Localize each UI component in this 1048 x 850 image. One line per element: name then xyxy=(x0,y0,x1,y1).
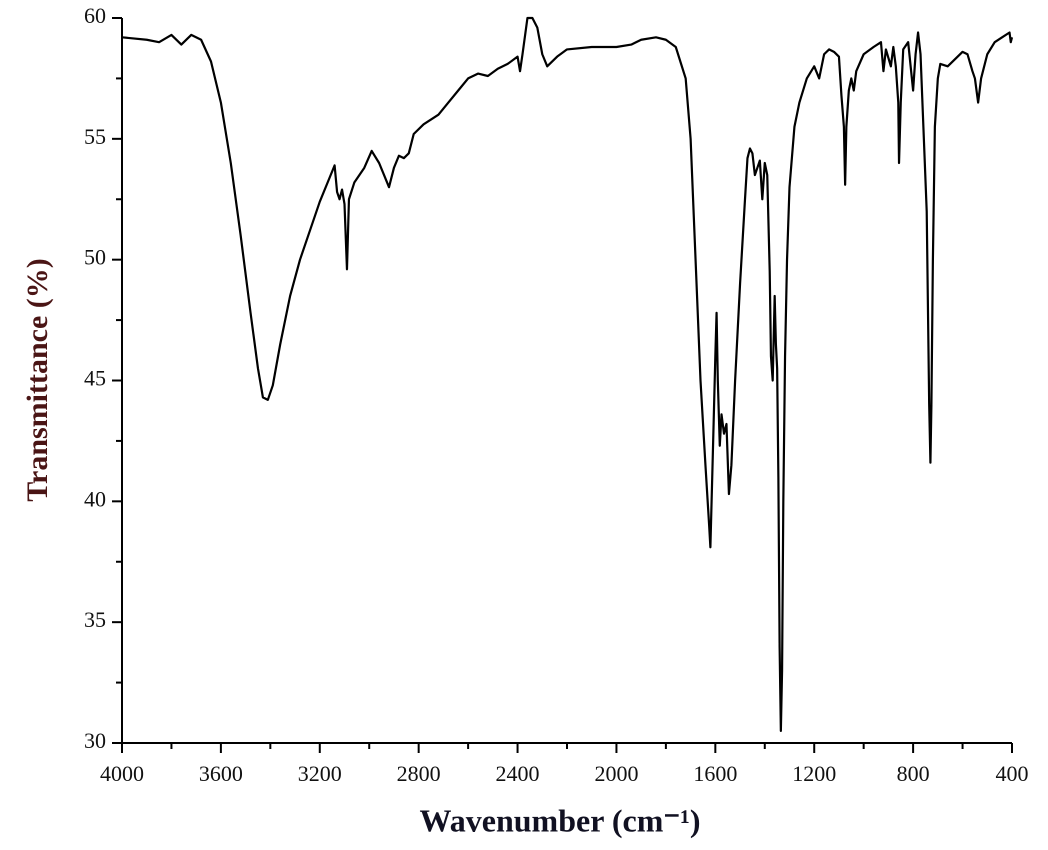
x-tick-label: 4000 xyxy=(100,761,144,786)
y-tick-label: 50 xyxy=(84,245,106,270)
x-tick-label: 2000 xyxy=(594,761,638,786)
x-tick-label: 2800 xyxy=(397,761,441,786)
x-tick-label: 800 xyxy=(897,761,930,786)
x-tick-label: 1200 xyxy=(792,761,836,786)
y-tick-label: 55 xyxy=(84,124,106,149)
x-tick-label: 400 xyxy=(996,761,1029,786)
spectrum-line xyxy=(121,16,1014,733)
y-tick-label: 45 xyxy=(84,366,106,391)
x-tick-label: 3200 xyxy=(298,761,342,786)
x-axis-label: Wavenumber (cm⁻¹) xyxy=(420,802,701,838)
y-tick-label: 60 xyxy=(84,3,106,28)
y-tick-label: 40 xyxy=(84,486,106,511)
x-tick-label: 2400 xyxy=(496,761,540,786)
y-tick-label: 30 xyxy=(84,728,106,753)
x-tick-label: 1600 xyxy=(693,761,737,786)
y-tick-label: 35 xyxy=(84,607,106,632)
x-tick-label: 3600 xyxy=(199,761,243,786)
y-axis-label: Transmittance (%) xyxy=(21,258,54,502)
